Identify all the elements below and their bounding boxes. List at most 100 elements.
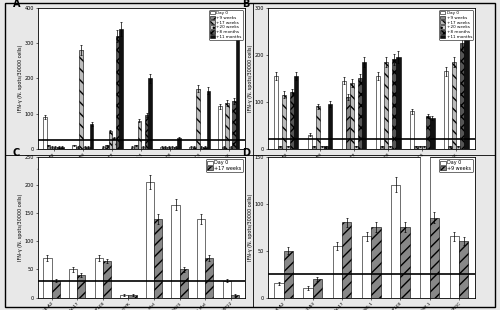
Bar [222,281,231,298]
Bar [290,92,294,149]
Bar [450,237,459,298]
Bar [134,145,138,149]
Y-axis label: IFN-γ (N. spots/30000 cells): IFN-γ (N. spots/30000 cells) [248,193,252,261]
Bar [46,145,50,149]
Bar [308,135,312,149]
Bar [200,147,203,149]
X-axis label: Target cells: Target cells [128,177,155,182]
Bar [342,81,346,149]
Bar [324,146,328,149]
Y-axis label: IFN-γ (N. spots/30000 cells): IFN-γ (N. spots/30000 cells) [248,45,252,112]
Bar [116,36,119,149]
Y-axis label: IFN-γ (N. spots/30000 cells): IFN-γ (N. spots/30000 cells) [18,45,22,112]
Bar [380,146,384,149]
Bar [284,250,293,298]
Bar [426,116,430,149]
Bar [231,295,239,298]
Legend: Day 0, +9 weeks, +17 weeks, +20 weeks, +8 months, +11 months: Day 0, +9 weeks, +17 weeks, +20 weeks, +… [440,10,473,40]
Bar [120,295,128,298]
Bar [430,118,434,149]
Legend: Day 0, +17 weeks: Day 0, +17 weeks [206,159,242,172]
Bar [44,258,52,298]
Text: B: B [242,0,250,9]
Bar [83,147,86,149]
Y-axis label: IFN-γ (N. spots/30000 cells): IFN-γ (N. spots/30000 cells) [18,193,22,261]
Bar [226,103,229,149]
Bar [197,219,205,298]
Bar [196,89,200,149]
Bar [278,146,282,149]
Bar [103,261,111,298]
Bar [350,83,354,149]
Bar [396,57,400,149]
Bar [371,227,380,298]
Bar [460,43,464,149]
Bar [392,60,396,149]
Bar [167,147,170,149]
Bar [170,147,174,149]
Bar [206,258,214,298]
Bar [112,138,116,149]
X-axis label: Target cells: Target cells [358,177,385,182]
Bar [358,78,362,149]
Bar [362,237,371,298]
Bar [362,62,366,149]
Bar [320,146,324,149]
Bar [142,147,145,149]
Bar [388,146,392,149]
Bar [312,146,316,149]
Bar [232,101,236,149]
Bar [94,258,103,298]
Bar [400,227,410,298]
Bar [146,182,154,298]
Bar [332,246,342,298]
Bar [145,115,148,149]
Bar [459,241,468,298]
Bar [304,288,313,298]
Bar [274,283,283,298]
Bar [444,71,448,149]
Bar [294,76,298,149]
Bar [448,146,452,149]
Bar [148,78,152,149]
Bar [60,147,64,149]
Bar [180,269,188,298]
Bar [86,147,90,149]
Bar [138,121,141,149]
Bar [452,62,456,149]
Bar [282,95,286,149]
Text: D: D [242,148,250,158]
Bar [420,39,430,298]
Bar [154,219,162,298]
Bar [77,275,86,298]
Bar [391,185,400,298]
Bar [174,147,178,149]
Bar [422,146,426,149]
Bar [203,147,206,149]
Bar [430,218,439,298]
Bar [130,147,134,149]
Bar [50,147,53,149]
Bar [206,91,210,149]
Bar [274,76,278,149]
Bar [384,62,388,149]
Bar [229,147,232,149]
Bar [189,147,192,149]
Bar [102,147,105,149]
Bar [172,205,179,298]
Bar [72,145,76,149]
Text: A: A [12,0,20,9]
Bar [313,279,322,298]
Bar [119,29,122,149]
Bar [376,76,380,149]
Bar [54,147,57,149]
Bar [108,131,112,149]
Legend: Day 0, +9 weeks, +17 weeks, +20 weeks, +8 months, +11 months: Day 0, +9 weeks, +17 weeks, +20 weeks, +… [210,10,243,40]
Bar [43,117,46,149]
Bar [222,147,226,149]
Bar [192,147,196,149]
Bar [464,29,468,149]
Bar [57,147,60,149]
Bar [354,146,358,149]
Bar [316,106,320,149]
